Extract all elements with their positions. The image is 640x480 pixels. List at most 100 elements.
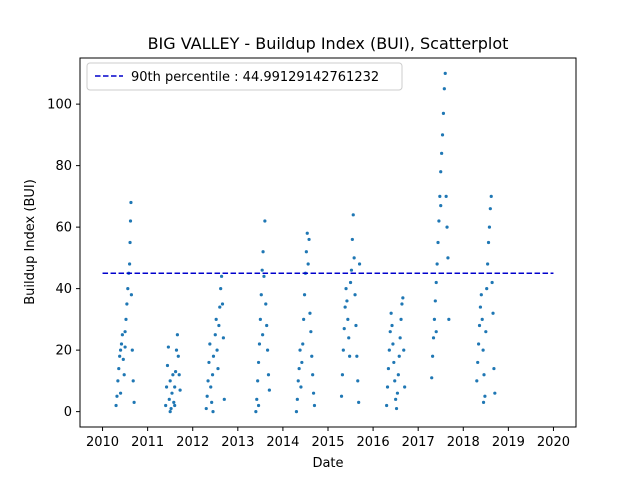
data-point [394,397,398,401]
data-point [259,293,263,297]
data-point [128,219,133,223]
data-point [216,366,220,371]
data-point [301,342,305,346]
data-point [393,379,397,383]
data-point [443,71,447,75]
data-point [493,391,497,395]
data-point [167,397,171,401]
points-layer [114,71,497,414]
x-tick-label: 2010 [86,435,119,450]
data-point [445,225,449,229]
y-axis: 0 20 40 60 80 100 [47,98,80,420]
data-point [476,360,480,365]
data-point [438,194,442,198]
data-point [308,311,312,315]
data-point [256,360,261,365]
data-point [357,262,362,266]
data-point [479,293,483,297]
data-point [348,354,352,358]
data-point [178,388,182,392]
data-point [306,262,310,266]
data-point [213,333,217,337]
data-point [254,410,258,414]
data-point [221,336,225,340]
data-point [123,330,127,334]
data-point [392,360,396,365]
data-point [343,305,347,309]
data-point [118,354,122,358]
data-point [434,280,438,285]
data-point [447,317,451,321]
data-point [431,336,436,340]
data-point [296,379,300,383]
data-point [258,317,262,321]
data-point [475,379,479,383]
data-point [210,400,214,404]
data-point [261,333,265,337]
y-tick-label: 80 [55,159,72,174]
legend: 90th percentile : 44.99129142761232 [86,62,403,91]
data-point [311,373,315,377]
data-point [257,342,262,346]
data-point [480,317,484,321]
data-point [130,348,134,352]
data-point [486,262,490,266]
data-point [207,360,211,365]
data-point [304,250,308,254]
data-point [172,400,176,404]
data-point [477,323,482,328]
x-axis: 2010 2011 2012 2013 2014 2015 2016 2017 2018 2019… [86,427,570,450]
data-point [484,330,488,334]
data-point [175,333,179,337]
data-point [255,397,259,401]
data-point [208,342,212,346]
data-point [256,403,261,408]
data-point [478,305,483,309]
data-point [346,317,350,321]
data-point [485,287,489,291]
data-point [385,403,389,408]
data-point [126,287,130,291]
data-point [347,336,351,340]
data-point [263,219,267,223]
data-point [265,323,269,328]
data-point [171,373,175,377]
x-tick-label: 2016 [357,435,390,450]
data-point [114,403,118,408]
data-point [124,317,128,321]
chart-title: BIG VALLEY - Buildup Index (BUI), Scatte… [148,34,509,53]
legend-label: 90th percentile : 44.99129142761232 [131,70,379,85]
data-point [489,194,493,198]
data-point [298,348,302,352]
data-point [394,406,399,411]
data-point [353,293,357,297]
data-point [309,330,313,334]
data-point [123,345,127,349]
x-tick-label: 2014 [266,435,299,450]
data-point [446,256,450,260]
data-point [122,373,126,377]
data-point [222,397,226,401]
data-point [210,373,215,377]
x-tick-label: 2020 [537,435,570,450]
data-point [295,397,299,401]
data-point [220,302,225,306]
data-point [205,394,209,398]
data-point [439,170,443,174]
data-point [206,379,210,383]
data-point [211,410,215,414]
data-point [173,370,178,374]
data-point [307,237,311,242]
data-point [118,391,123,395]
data-point [116,379,120,383]
x-tick-label: 2019 [492,435,525,450]
data-point [481,400,486,404]
data-point [305,231,309,235]
data-point [431,354,435,358]
data-point [219,287,223,291]
data-point [169,406,173,411]
x-tick-label: 2015 [311,435,344,450]
data-point [266,373,271,377]
data-point [173,385,177,389]
